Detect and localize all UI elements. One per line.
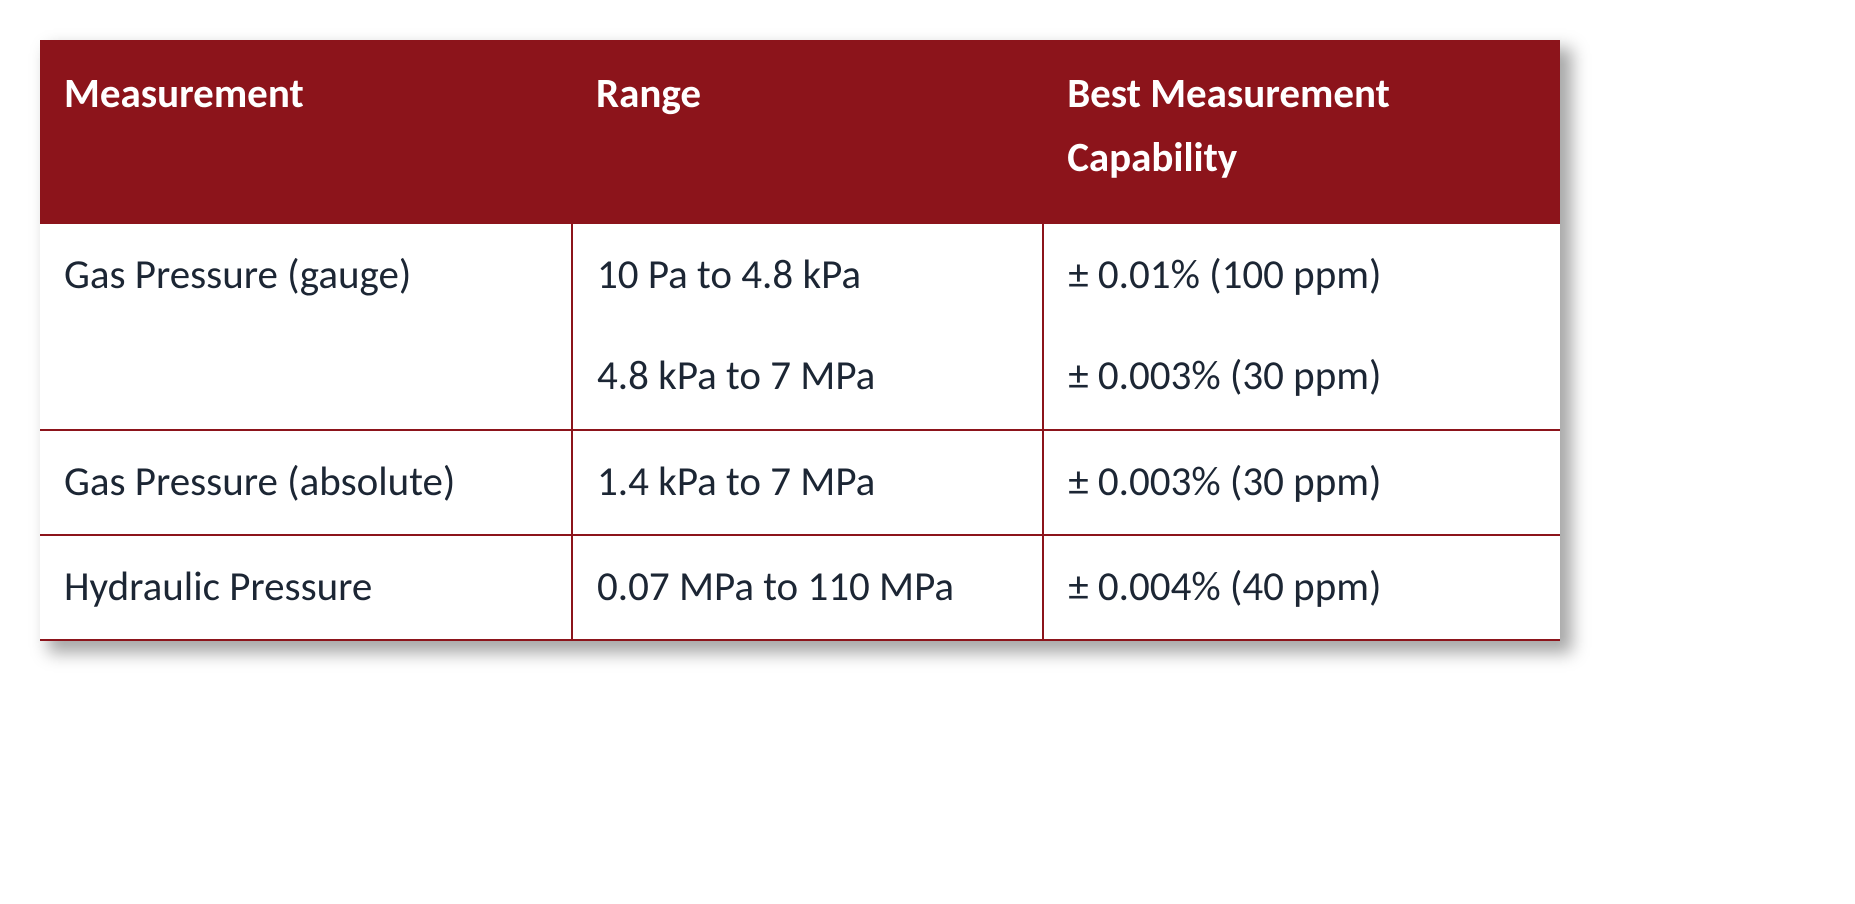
cell-text: 10 Pa to 4.8 kPa [597,248,1018,303]
measurement-capability-table: Measurement Range Best Measurement Capab… [40,40,1560,641]
cell-bmc: ± 0.01% (100 ppm) ± 0.003% (30 ppm) [1043,223,1560,430]
cell-range: 0.07 MPa to 110 MPa [572,535,1043,640]
cell-spacer [1068,303,1536,349]
cell-measurement: Gas Pressure (gauge) [40,223,572,430]
table-header-row: Measurement Range Best Measurement Capab… [40,45,1560,223]
cell-text: 1.4 kPa to 7 MPa [597,455,1018,510]
cell-text: 4.8 kPa to 7 MPa [597,349,1018,404]
cell-range: 10 Pa to 4.8 kPa 4.8 kPa to 7 MPa [572,223,1043,430]
table-row: Gas Pressure (absolute) 1.4 kPa to 7 MPa… [40,430,1560,535]
table-row: Gas Pressure (gauge) 10 Pa to 4.8 kPa 4.… [40,223,1560,430]
cell-text: ± 0.003% (30 ppm) [1068,349,1536,404]
cell-measurement: Gas Pressure (absolute) [40,430,572,535]
col-header-range: Range [572,45,1043,223]
cell-text: 0.07 MPa to 110 MPa [597,560,1018,615]
col-header-bmc: Best Measurement Capability [1043,45,1560,223]
col-header-measurement: Measurement [40,45,572,223]
cell-spacer [597,303,1018,349]
cell-text: ± 0.01% (100 ppm) [1068,248,1536,303]
cell-bmc: ± 0.004% (40 ppm) [1043,535,1560,640]
cell-text: ± 0.003% (30 ppm) [1068,455,1536,510]
table-row: Hydraulic Pressure 0.07 MPa to 110 MPa ±… [40,535,1560,640]
cell-text: ± 0.004% (40 ppm) [1068,560,1536,615]
table: Measurement Range Best Measurement Capab… [40,45,1560,641]
cell-range: 1.4 kPa to 7 MPa [572,430,1043,535]
cell-text: Gas Pressure (gauge) [64,248,547,303]
cell-text: Gas Pressure (absolute) [64,455,547,510]
cell-measurement: Hydraulic Pressure [40,535,572,640]
cell-text: Hydraulic Pressure [64,560,547,615]
cell-bmc: ± 0.003% (30 ppm) [1043,430,1560,535]
